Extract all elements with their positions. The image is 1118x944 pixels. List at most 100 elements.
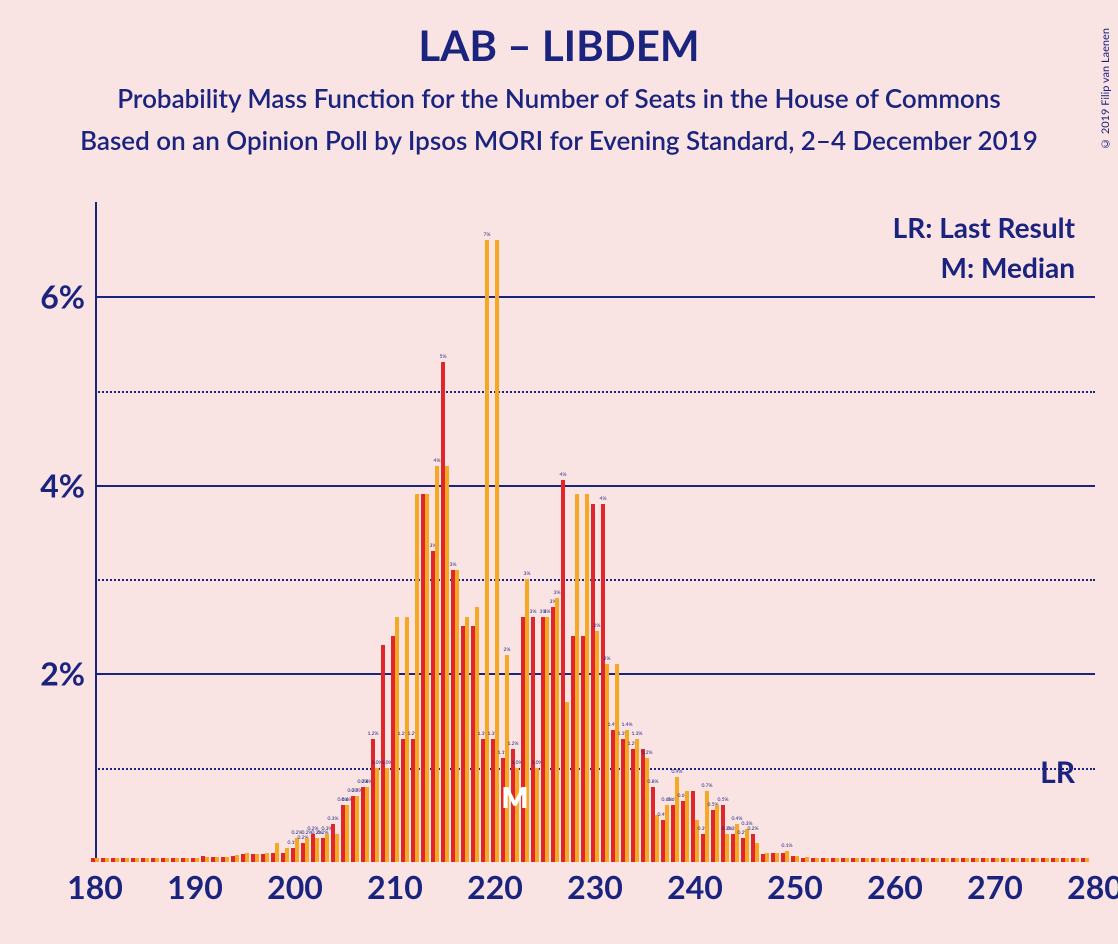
bar-orange	[215, 857, 219, 862]
bar-orange	[565, 702, 569, 862]
bar-orange	[685, 791, 689, 862]
bar-orange	[985, 858, 989, 862]
bar-value-label: 3%	[544, 609, 551, 615]
bar-orange	[915, 858, 919, 862]
bar-orange	[425, 494, 429, 862]
bar-orange	[995, 858, 999, 862]
bar-orange	[815, 858, 819, 862]
x-axis-label: 260	[867, 867, 923, 906]
bar-orange	[845, 858, 849, 862]
bar-value-label: 1.4%	[622, 722, 633, 728]
bar-value-label: 5%	[440, 354, 447, 360]
bar-orange	[935, 858, 939, 862]
x-axis-label: 270	[967, 867, 1023, 906]
bar-orange	[165, 858, 169, 862]
bar-orange	[745, 829, 749, 862]
chart-subtitle-2: Based on an Opinion Poll by Ipsos MORI f…	[0, 124, 1118, 156]
bar-orange	[335, 834, 339, 862]
bar-orange	[1015, 858, 1019, 862]
bar-orange	[245, 853, 249, 862]
bar-orange	[135, 858, 139, 862]
bar-orange	[795, 856, 799, 862]
bar-orange	[1005, 858, 1009, 862]
bar-orange	[185, 858, 189, 862]
bar-value-label: 2%	[594, 623, 601, 629]
x-axis-label: 180	[67, 867, 123, 906]
bar-value-label: 0.7%	[702, 783, 713, 789]
bar-orange	[775, 853, 779, 862]
y-axis-label: 4%	[40, 465, 85, 504]
bar-orange	[1075, 858, 1079, 862]
bar-orange	[855, 858, 859, 862]
bar-orange	[505, 655, 509, 862]
bar-orange	[785, 851, 789, 862]
bar-orange	[895, 858, 899, 862]
bar-value-label: 2%	[504, 647, 511, 653]
bar-value-label: 3%	[450, 562, 457, 568]
bar-orange	[715, 805, 719, 862]
bar-orange	[195, 858, 199, 862]
bar-orange	[1065, 858, 1069, 862]
bar-orange	[835, 858, 839, 862]
chart-title: LAB – LIBDEM	[0, 20, 1118, 70]
median-marker: M	[502, 780, 529, 814]
x-axis-label: 220	[467, 867, 523, 906]
bar-orange	[675, 777, 679, 862]
bar-orange	[905, 858, 909, 862]
chart-plot-area: 2%4%6% LR: Last Result M: Median 0.1%0.2…	[95, 202, 1095, 862]
x-axis-label: 250	[767, 867, 823, 906]
bar-orange	[1035, 858, 1039, 862]
bar-orange	[295, 838, 299, 862]
bar-value-label: 0.8%	[648, 779, 659, 785]
bar-orange	[645, 758, 649, 862]
bar-orange	[395, 617, 399, 862]
bar-value-label: 4%	[560, 472, 567, 478]
bar-orange	[205, 857, 209, 862]
bar-orange	[825, 858, 829, 862]
bar-orange	[275, 843, 279, 862]
bar-value-label: 3%	[554, 590, 561, 596]
bar-orange	[615, 664, 619, 862]
bar-orange	[805, 857, 809, 862]
x-axis-label: 230	[567, 867, 623, 906]
bar-orange	[655, 815, 659, 862]
bar-orange	[965, 858, 969, 862]
bar-value-label: 0.5%	[718, 797, 729, 803]
bar-orange	[405, 617, 409, 862]
bar-value-label: 2%	[604, 656, 611, 662]
bar-value-label: 0.2%	[748, 826, 759, 832]
bar-value-label: 1.2%	[508, 741, 519, 747]
bar-orange	[455, 570, 459, 862]
bar-orange	[445, 466, 449, 862]
bar-orange	[665, 805, 669, 862]
bar-orange	[235, 855, 239, 862]
bar-orange	[535, 768, 539, 862]
bar-orange	[345, 805, 349, 862]
bar-orange	[325, 834, 329, 862]
bar-orange	[555, 598, 559, 862]
bars-container: 0.1%0.2%0.2%0.2%0.2%0.2%0.2%0.3%0.3%0.6%…	[95, 202, 1095, 862]
bar-orange	[155, 858, 159, 862]
bar-value-label: 0.9%	[672, 769, 683, 775]
bar-orange	[725, 834, 729, 862]
bar-orange	[385, 768, 389, 862]
bar-orange	[625, 730, 629, 862]
y-axis-label: 2%	[40, 654, 85, 693]
y-axis-label: 6%	[40, 277, 85, 316]
x-axis-label: 200	[267, 867, 323, 906]
bar-value-label: 1.3%	[632, 731, 643, 737]
bar-orange	[375, 768, 379, 862]
bar-orange	[415, 494, 419, 862]
bar-orange	[595, 631, 599, 862]
x-axis-label: 240	[667, 867, 723, 906]
lr-label: LR	[1040, 754, 1075, 790]
bar-orange	[585, 494, 589, 862]
bar-value-label: 4%	[600, 496, 607, 502]
bar-value-label: 3%	[530, 609, 537, 615]
bar-orange	[765, 853, 769, 862]
bar-orange	[955, 858, 959, 862]
bar-orange	[545, 617, 549, 862]
x-axis-label: 190	[167, 867, 223, 906]
bar-orange	[975, 858, 979, 862]
bar-value-label: 1.2%	[368, 731, 379, 737]
